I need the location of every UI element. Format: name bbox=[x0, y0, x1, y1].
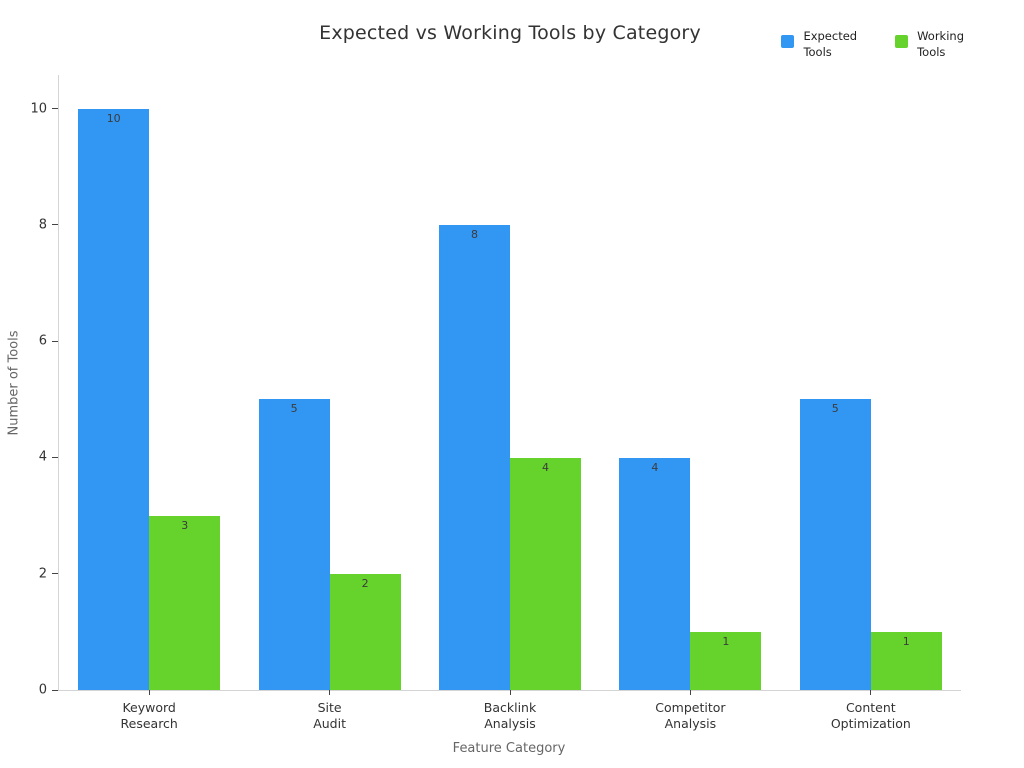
bar-value-label: 3 bbox=[181, 518, 189, 532]
bar-working-tools: 3 bbox=[149, 515, 221, 690]
y-tick bbox=[52, 340, 58, 342]
legend-swatch bbox=[895, 35, 909, 48]
bar-working-tools: 4 bbox=[510, 457, 581, 690]
bar-value-label: 4 bbox=[542, 460, 549, 474]
bar-value-label: 1 bbox=[722, 634, 730, 648]
x-category-label: Keyword Research bbox=[120, 700, 178, 732]
x-tick bbox=[509, 690, 511, 695]
y-tick-label: 6 bbox=[38, 333, 47, 349]
bar-expected-tools: 8 bbox=[439, 224, 510, 690]
bar-value-label: 5 bbox=[831, 402, 839, 416]
legend-item-expected-tools: Expected Tools bbox=[781, 29, 857, 60]
x-tick bbox=[689, 690, 691, 695]
legend: Expected Tools Working Tools bbox=[781, 29, 964, 60]
y-axis-title: Number of Tools bbox=[6, 330, 22, 436]
bar-value-label: 1 bbox=[902, 634, 910, 648]
y-tick-label: 4 bbox=[38, 449, 47, 465]
chart-title: Expected vs Working Tools by Category bbox=[319, 22, 701, 44]
legend-label: Expected Tools bbox=[803, 29, 858, 59]
bar-value-label: 5 bbox=[290, 402, 298, 416]
bar-expected-tools: 5 bbox=[258, 399, 330, 690]
x-axis-title: Feature Category bbox=[452, 741, 566, 756]
y-tick-label: 2 bbox=[38, 566, 47, 582]
x-tick bbox=[870, 690, 872, 695]
y-tick-label: 0 bbox=[38, 682, 47, 698]
bar-value-label: 8 bbox=[471, 227, 478, 241]
bar-expected-tools: 10 bbox=[78, 108, 150, 690]
bar-value-label: 10 bbox=[106, 111, 121, 125]
y-tick bbox=[52, 456, 58, 458]
x-category-label: Backlink Analysis bbox=[483, 700, 537, 732]
x-category-label: Content Optimization bbox=[830, 700, 911, 732]
y-tick-label: 8 bbox=[38, 217, 47, 233]
bar-working-tools: 2 bbox=[329, 573, 401, 690]
legend-label: Working Tools bbox=[917, 29, 964, 59]
x-tick bbox=[329, 690, 331, 695]
y-tick-label: 10 bbox=[30, 101, 47, 117]
bar-working-tools: 1 bbox=[870, 631, 942, 690]
legend-item-working-tools: Working Tools bbox=[895, 29, 964, 60]
bar-value-label: 4 bbox=[651, 460, 659, 474]
plot-area: 0 2 4 6 8 10 Keyword Research 10 3 Site Audit 5 2 Ba… bbox=[30, 75, 961, 731]
bar-value-label: 2 bbox=[361, 576, 369, 590]
y-tick bbox=[52, 108, 58, 110]
x-category-label: Competitor Analysis bbox=[655, 700, 726, 732]
bar-expected-tools: 5 bbox=[799, 399, 871, 690]
y-tick bbox=[52, 573, 58, 575]
x-tick bbox=[148, 690, 150, 695]
y-tick bbox=[52, 224, 58, 226]
legend-swatch bbox=[781, 35, 795, 48]
bar-working-tools: 1 bbox=[690, 631, 762, 690]
x-category-label: Site Audit bbox=[313, 700, 346, 732]
y-tick bbox=[52, 689, 58, 691]
bar-expected-tools: 4 bbox=[619, 457, 691, 690]
